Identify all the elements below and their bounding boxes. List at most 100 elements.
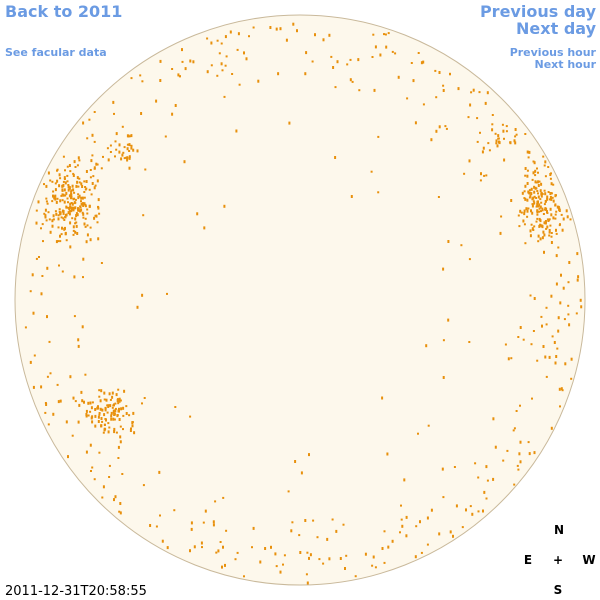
facula — [500, 215, 503, 218]
facula — [482, 509, 484, 513]
facula — [82, 216, 85, 219]
facula — [539, 198, 542, 201]
facula — [554, 361, 557, 365]
facula — [66, 180, 69, 183]
facula — [47, 171, 50, 175]
facula — [370, 170, 373, 173]
facula — [576, 278, 579, 282]
facula — [417, 432, 419, 435]
facula — [121, 125, 124, 128]
facula — [57, 400, 60, 404]
facula — [543, 164, 546, 167]
facula — [447, 318, 450, 322]
facula — [49, 230, 52, 234]
facula — [549, 195, 552, 199]
facula — [65, 239, 68, 242]
facula — [412, 79, 415, 83]
facula — [386, 452, 389, 456]
facula — [569, 218, 572, 221]
facula — [98, 389, 101, 392]
facula — [580, 305, 583, 309]
facula — [119, 502, 122, 505]
facula — [576, 252, 579, 256]
facula — [527, 156, 530, 159]
facula — [374, 45, 377, 49]
facula — [357, 58, 360, 62]
facula — [543, 208, 546, 211]
next-day-link[interactable]: Next day — [516, 19, 597, 38]
next-hour-link[interactable]: Next hour — [535, 58, 597, 71]
facula — [91, 154, 94, 157]
facula — [139, 74, 142, 77]
facula — [236, 48, 239, 51]
facula — [291, 521, 294, 524]
facula — [216, 74, 219, 77]
facula — [133, 431, 136, 435]
facula — [399, 531, 401, 534]
facula — [525, 207, 528, 211]
facula — [410, 62, 413, 64]
facula — [206, 70, 209, 74]
facula — [113, 412, 116, 416]
facula — [101, 408, 104, 412]
facula — [528, 191, 531, 194]
facula — [222, 545, 224, 549]
facula — [563, 318, 566, 321]
facula — [77, 185, 80, 188]
facula — [65, 420, 68, 424]
facula — [496, 144, 499, 148]
facula — [221, 69, 224, 72]
facula — [400, 504, 402, 507]
facula — [44, 214, 47, 218]
facula — [537, 240, 540, 243]
facula — [91, 182, 94, 185]
facula — [93, 186, 96, 190]
facula — [405, 534, 408, 538]
facula — [118, 409, 120, 413]
facula — [383, 561, 386, 564]
facula — [72, 225, 75, 229]
facula — [86, 224, 89, 227]
facula — [183, 160, 186, 164]
facular-data-link[interactable]: See facular data — [5, 46, 107, 59]
facula — [94, 408, 97, 411]
facula — [126, 147, 129, 151]
facula — [306, 551, 309, 554]
facula — [237, 32, 240, 36]
facula — [126, 143, 129, 146]
back-link[interactable]: Back to 2011 — [5, 2, 122, 21]
facula — [92, 175, 95, 178]
facula — [328, 557, 331, 561]
facula — [70, 190, 73, 193]
facula — [484, 101, 487, 105]
facula — [406, 97, 409, 100]
facula — [109, 144, 112, 147]
facula — [110, 414, 113, 418]
facula — [79, 209, 81, 213]
previous-hour-link[interactable]: Previous hour — [510, 46, 597, 59]
facula — [224, 64, 227, 67]
facula — [544, 220, 547, 223]
facula — [544, 355, 547, 359]
facula — [83, 202, 86, 206]
facula — [345, 554, 348, 557]
facula — [467, 116, 470, 119]
previous-day-link[interactable]: Previous day — [480, 2, 597, 21]
facula — [442, 267, 445, 271]
facula — [114, 407, 117, 410]
facula — [476, 140, 479, 143]
facula — [67, 184, 70, 186]
facula — [371, 56, 374, 58]
facula — [524, 174, 527, 177]
facula — [63, 176, 66, 180]
facula — [46, 202, 49, 205]
facula — [427, 424, 430, 427]
facula — [80, 182, 83, 186]
facula — [115, 393, 118, 397]
facula — [468, 258, 471, 261]
facula — [543, 189, 546, 192]
facula — [371, 564, 374, 567]
facula — [215, 551, 218, 554]
facula — [538, 217, 541, 221]
facula — [80, 200, 82, 203]
